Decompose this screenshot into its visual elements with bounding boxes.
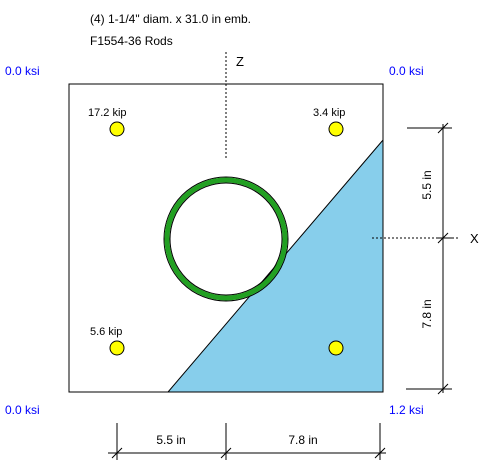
stress-bottom-right: 1.2 ksi: [389, 403, 424, 417]
rod-top-left-load: 17.2 kip: [88, 107, 127, 119]
dimension-right: [406, 122, 452, 395]
x-axis-label: X: [470, 231, 479, 246]
column-ring-fill: [164, 177, 288, 301]
stress-top-left: 0.0 ksi: [5, 64, 40, 78]
rod-top-left: [109, 121, 125, 137]
dim-right-top: 5.5 in: [420, 170, 434, 199]
rod-bottom-left-load: 5.6 kip: [90, 326, 122, 338]
dimension-bottom: [108, 423, 386, 460]
dim-bottom-left: 5.5 in: [156, 433, 185, 447]
dim-bottom-right: 7.8 in: [288, 433, 317, 447]
rod-spec-line2: F1554-36 Rods: [90, 34, 173, 48]
column-ring: [163, 176, 289, 302]
stress-bottom-left: 0.0 ksi: [5, 403, 40, 417]
rod-top-right: [328, 121, 344, 137]
rod-bottom-right: [328, 340, 344, 356]
rod-top-right-load: 3.4 kip: [313, 107, 345, 119]
z-axis-label: Z: [236, 54, 244, 69]
stress-top-right: 0.0 ksi: [389, 64, 424, 78]
rod-spec-line1: (4) 1-1/4" diam. x 31.0 in emb.: [90, 12, 251, 26]
dim-right-bottom: 7.8 in: [420, 299, 434, 328]
column-ring-inner: [169, 182, 283, 296]
rod-bottom-left: [109, 340, 125, 356]
